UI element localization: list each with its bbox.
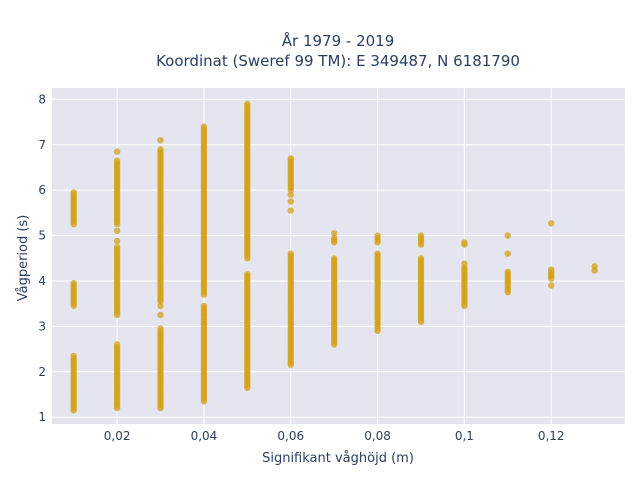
data-point-c8-r0 [417,255,425,262]
data-point-c2-p0 [157,311,164,319]
data-point-c4-r1 [244,100,251,108]
y-tick-label-2: 3 [38,319,46,333]
data-point-c10-r0 [504,268,511,276]
x-tick-label-3: 0,08 [364,429,391,443]
x-tick-labels: 0,02 0,04 0,06 0,08 0,1 0,12 [104,429,565,443]
data-point-c6-p0 [331,230,338,237]
chart-title-line2: Koordinat (Sweref 99 TM): E 349487, N 61… [156,52,520,70]
x-tick-label-1: 0,04 [191,429,218,443]
chart-title-line1: År 1979 - 2019 [282,31,395,50]
data-point-c12-p1 [591,263,598,270]
data-point-c8-p0 [417,232,425,239]
data-point-c2-p2 [157,137,164,144]
data-point-c10-p0 [504,250,511,257]
data-point-c1-r1 [113,243,121,251]
data-point-c0-r3 [70,189,77,196]
y-tick-label-7: 8 [38,92,46,106]
y-tick-label-6: 7 [38,138,46,152]
x-tick-label-4: 0,1 [455,429,474,443]
data-point-c11-p1 [548,220,555,227]
data-point-c1-p0 [113,237,121,245]
x-tick-label-0: 0,02 [104,429,131,443]
data-point-c5-p0 [287,207,294,214]
data-point-c2-r2 [157,146,164,153]
data-point-c5-p2 [287,191,294,198]
data-point-c11-p0 [548,282,555,289]
data-points [70,100,598,414]
data-point-c11-r0 [548,266,555,273]
data-point-c5-r1 [287,155,294,162]
y-tick-label-0: 1 [38,410,46,424]
data-point-c1-r0 [113,341,121,348]
y-tick-label-4: 5 [38,229,46,243]
data-point-c5-r0 [287,250,294,257]
data-point-c7-r0 [374,250,381,257]
data-point-c1-p2 [113,148,121,155]
x-tick-label-2: 0,06 [277,429,304,443]
plot-area [52,88,625,424]
y-tick-label-1: 2 [38,365,46,379]
data-point-c9-r1 [461,239,468,246]
data-point-c0-r1 [70,352,77,360]
data-point-c4-r0 [244,271,251,278]
data-point-c5-p1 [287,198,294,205]
data-point-c2-p1 [157,302,164,310]
data-point-c1-p1 [113,227,121,235]
y-tick-labels: 1 2 3 4 5 6 7 8 [38,92,46,424]
data-point-c3-r0 [200,302,208,310]
data-point-c6-r1 [331,234,338,241]
x-tick-label-5: 0,12 [538,429,565,443]
data-point-c2-r0 [157,325,164,332]
x-axis-title: Signifikant våghöjd (m) [262,451,414,466]
data-point-c6-r0 [331,255,338,262]
data-point-c9-p0 [461,260,468,267]
y-tick-label-3: 4 [38,274,46,288]
y-tick-label-5: 6 [38,183,46,197]
data-point-c0-r2 [70,280,77,287]
data-point-c10-p1 [504,232,511,239]
y-axis-title: Vågperiod (s) [16,215,31,302]
data-point-c3-r1 [200,123,208,130]
data-point-c7-p0 [374,232,381,239]
data-point-c1-r2 [113,157,121,164]
